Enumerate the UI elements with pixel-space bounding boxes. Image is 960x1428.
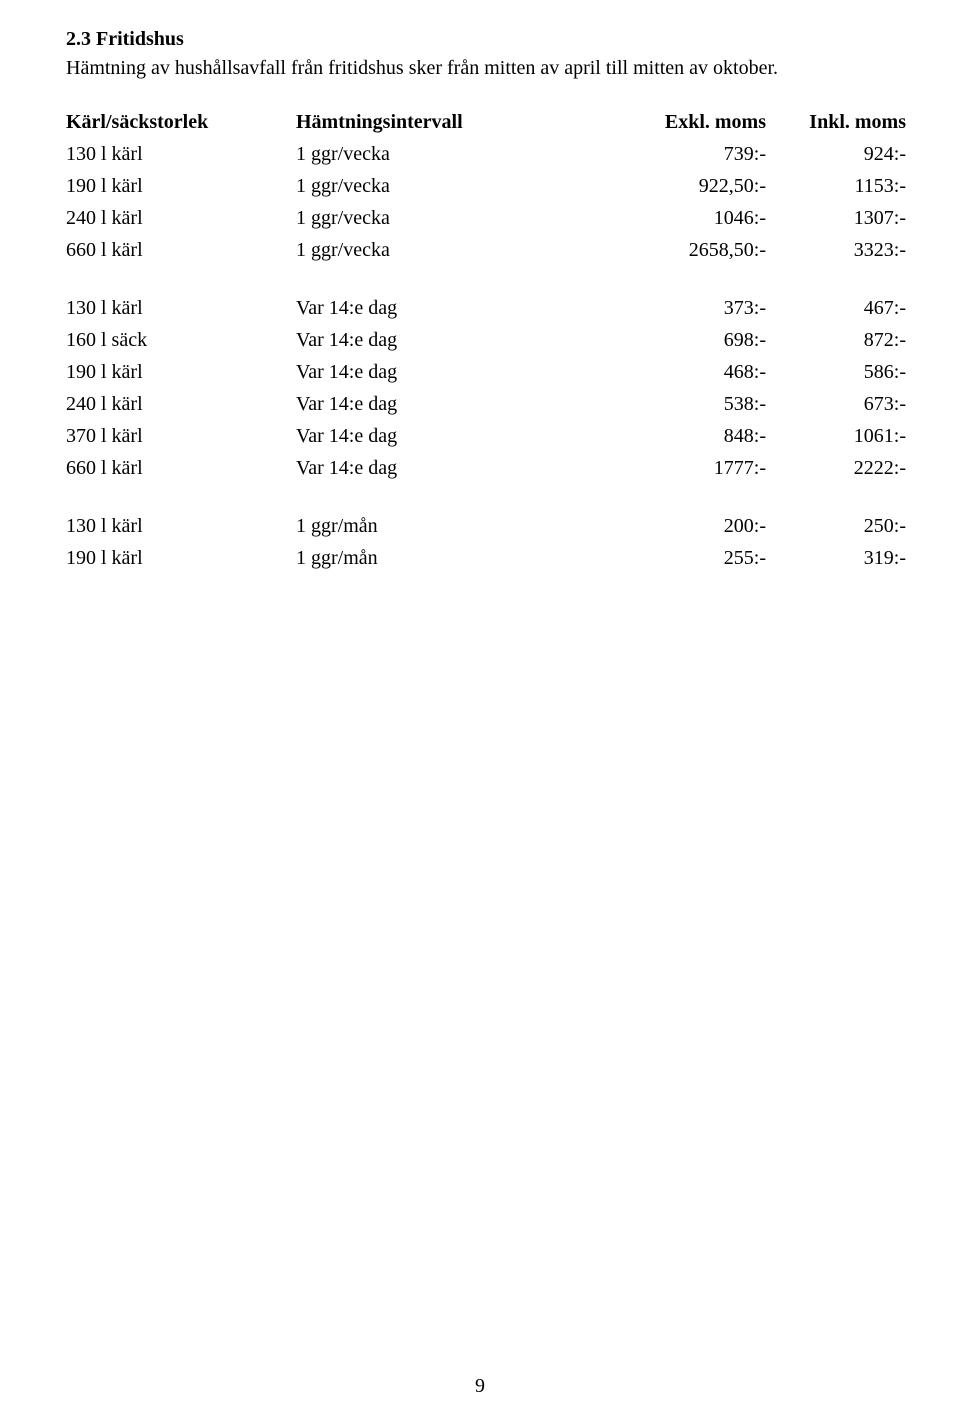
table-row: 370 l kärl Var 14:e dag 848:- 1061:- bbox=[66, 420, 906, 452]
table-row: 190 l kärl Var 14:e dag 468:- 586:- bbox=[66, 356, 906, 388]
table-row: 240 l kärl 1 ggr/vecka 1046:- 1307:- bbox=[66, 202, 906, 234]
cell-size: 240 l kärl bbox=[66, 388, 296, 420]
cell-exkl: 2658,50:- bbox=[566, 234, 796, 266]
cell-interval: Var 14:e dag bbox=[296, 292, 566, 324]
cell-inkl: 250:- bbox=[796, 510, 906, 542]
intro-paragraph: Hämtning av hushållsavfall från fritidsh… bbox=[66, 55, 900, 82]
cell-interval: 1 ggr/vecka bbox=[296, 138, 566, 170]
block-gap bbox=[66, 484, 906, 510]
cell-size: 190 l kärl bbox=[66, 170, 296, 202]
col-header-exkl: Exkl. moms bbox=[566, 106, 796, 138]
cell-size: 130 l kärl bbox=[66, 292, 296, 324]
col-header-size: Kärl/säckstorlek bbox=[66, 106, 296, 138]
cell-inkl: 2222:- bbox=[796, 452, 906, 484]
cell-size: 130 l kärl bbox=[66, 510, 296, 542]
cell-size: 130 l kärl bbox=[66, 138, 296, 170]
cell-inkl: 872:- bbox=[796, 324, 906, 356]
cell-inkl: 924:- bbox=[796, 138, 906, 170]
section-heading: 2.3 Fritidshus bbox=[66, 28, 900, 51]
cell-interval: Var 14:e dag bbox=[296, 452, 566, 484]
cell-inkl: 586:- bbox=[796, 356, 906, 388]
cell-size: 660 l kärl bbox=[66, 452, 296, 484]
cell-size: 660 l kärl bbox=[66, 234, 296, 266]
cell-size: 240 l kärl bbox=[66, 202, 296, 234]
pricing-table: Kärl/säckstorlek Hämtningsintervall Exkl… bbox=[66, 106, 906, 574]
page-number: 9 bbox=[0, 1375, 960, 1398]
cell-inkl: 467:- bbox=[796, 292, 906, 324]
cell-inkl: 1061:- bbox=[796, 420, 906, 452]
cell-interval: 1 ggr/vecka bbox=[296, 170, 566, 202]
cell-exkl: 739:- bbox=[566, 138, 796, 170]
cell-interval: 1 ggr/mån bbox=[296, 510, 566, 542]
table-row: 190 l kärl 1 ggr/vecka 922,50:- 1153:- bbox=[66, 170, 906, 202]
table-row: 660 l kärl 1 ggr/vecka 2658,50:- 3323:- bbox=[66, 234, 906, 266]
cell-inkl: 1153:- bbox=[796, 170, 906, 202]
cell-exkl: 1046:- bbox=[566, 202, 796, 234]
cell-interval: Var 14:e dag bbox=[296, 356, 566, 388]
table-row: 160 l säck Var 14:e dag 698:- 872:- bbox=[66, 324, 906, 356]
cell-exkl: 848:- bbox=[566, 420, 796, 452]
table-row: 130 l kärl 1 ggr/mån 200:- 250:- bbox=[66, 510, 906, 542]
cell-exkl: 468:- bbox=[566, 356, 796, 388]
cell-interval: 1 ggr/vecka bbox=[296, 202, 566, 234]
table-row: 240 l kärl Var 14:e dag 538:- 673:- bbox=[66, 388, 906, 420]
table-row: 130 l kärl 1 ggr/vecka 739:- 924:- bbox=[66, 138, 906, 170]
cell-exkl: 200:- bbox=[566, 510, 796, 542]
table-row: 190 l kärl 1 ggr/mån 255:- 319:- bbox=[66, 542, 906, 574]
cell-exkl: 255:- bbox=[566, 542, 796, 574]
table-header-row: Kärl/säckstorlek Hämtningsintervall Exkl… bbox=[66, 106, 906, 138]
cell-interval: 1 ggr/mån bbox=[296, 542, 566, 574]
cell-interval: 1 ggr/vecka bbox=[296, 234, 566, 266]
cell-size: 370 l kärl bbox=[66, 420, 296, 452]
cell-exkl: 373:- bbox=[566, 292, 796, 324]
cell-size: 160 l säck bbox=[66, 324, 296, 356]
col-header-interval: Hämtningsintervall bbox=[296, 106, 566, 138]
cell-inkl: 3323:- bbox=[796, 234, 906, 266]
table-row: 660 l kärl Var 14:e dag 1777:- 2222:- bbox=[66, 452, 906, 484]
cell-exkl: 1777:- bbox=[566, 452, 796, 484]
cell-exkl: 922,50:- bbox=[566, 170, 796, 202]
col-header-inkl: Inkl. moms bbox=[796, 106, 906, 138]
block-gap bbox=[66, 266, 906, 292]
cell-exkl: 538:- bbox=[566, 388, 796, 420]
cell-interval: Var 14:e dag bbox=[296, 388, 566, 420]
cell-inkl: 673:- bbox=[796, 388, 906, 420]
cell-inkl: 1307:- bbox=[796, 202, 906, 234]
cell-interval: Var 14:e dag bbox=[296, 420, 566, 452]
page: 2.3 Fritidshus Hämtning av hushållsavfal… bbox=[0, 0, 960, 1428]
cell-inkl: 319:- bbox=[796, 542, 906, 574]
cell-size: 190 l kärl bbox=[66, 542, 296, 574]
cell-interval: Var 14:e dag bbox=[296, 324, 566, 356]
table-row: 130 l kärl Var 14:e dag 373:- 467:- bbox=[66, 292, 906, 324]
cell-exkl: 698:- bbox=[566, 324, 796, 356]
cell-size: 190 l kärl bbox=[66, 356, 296, 388]
